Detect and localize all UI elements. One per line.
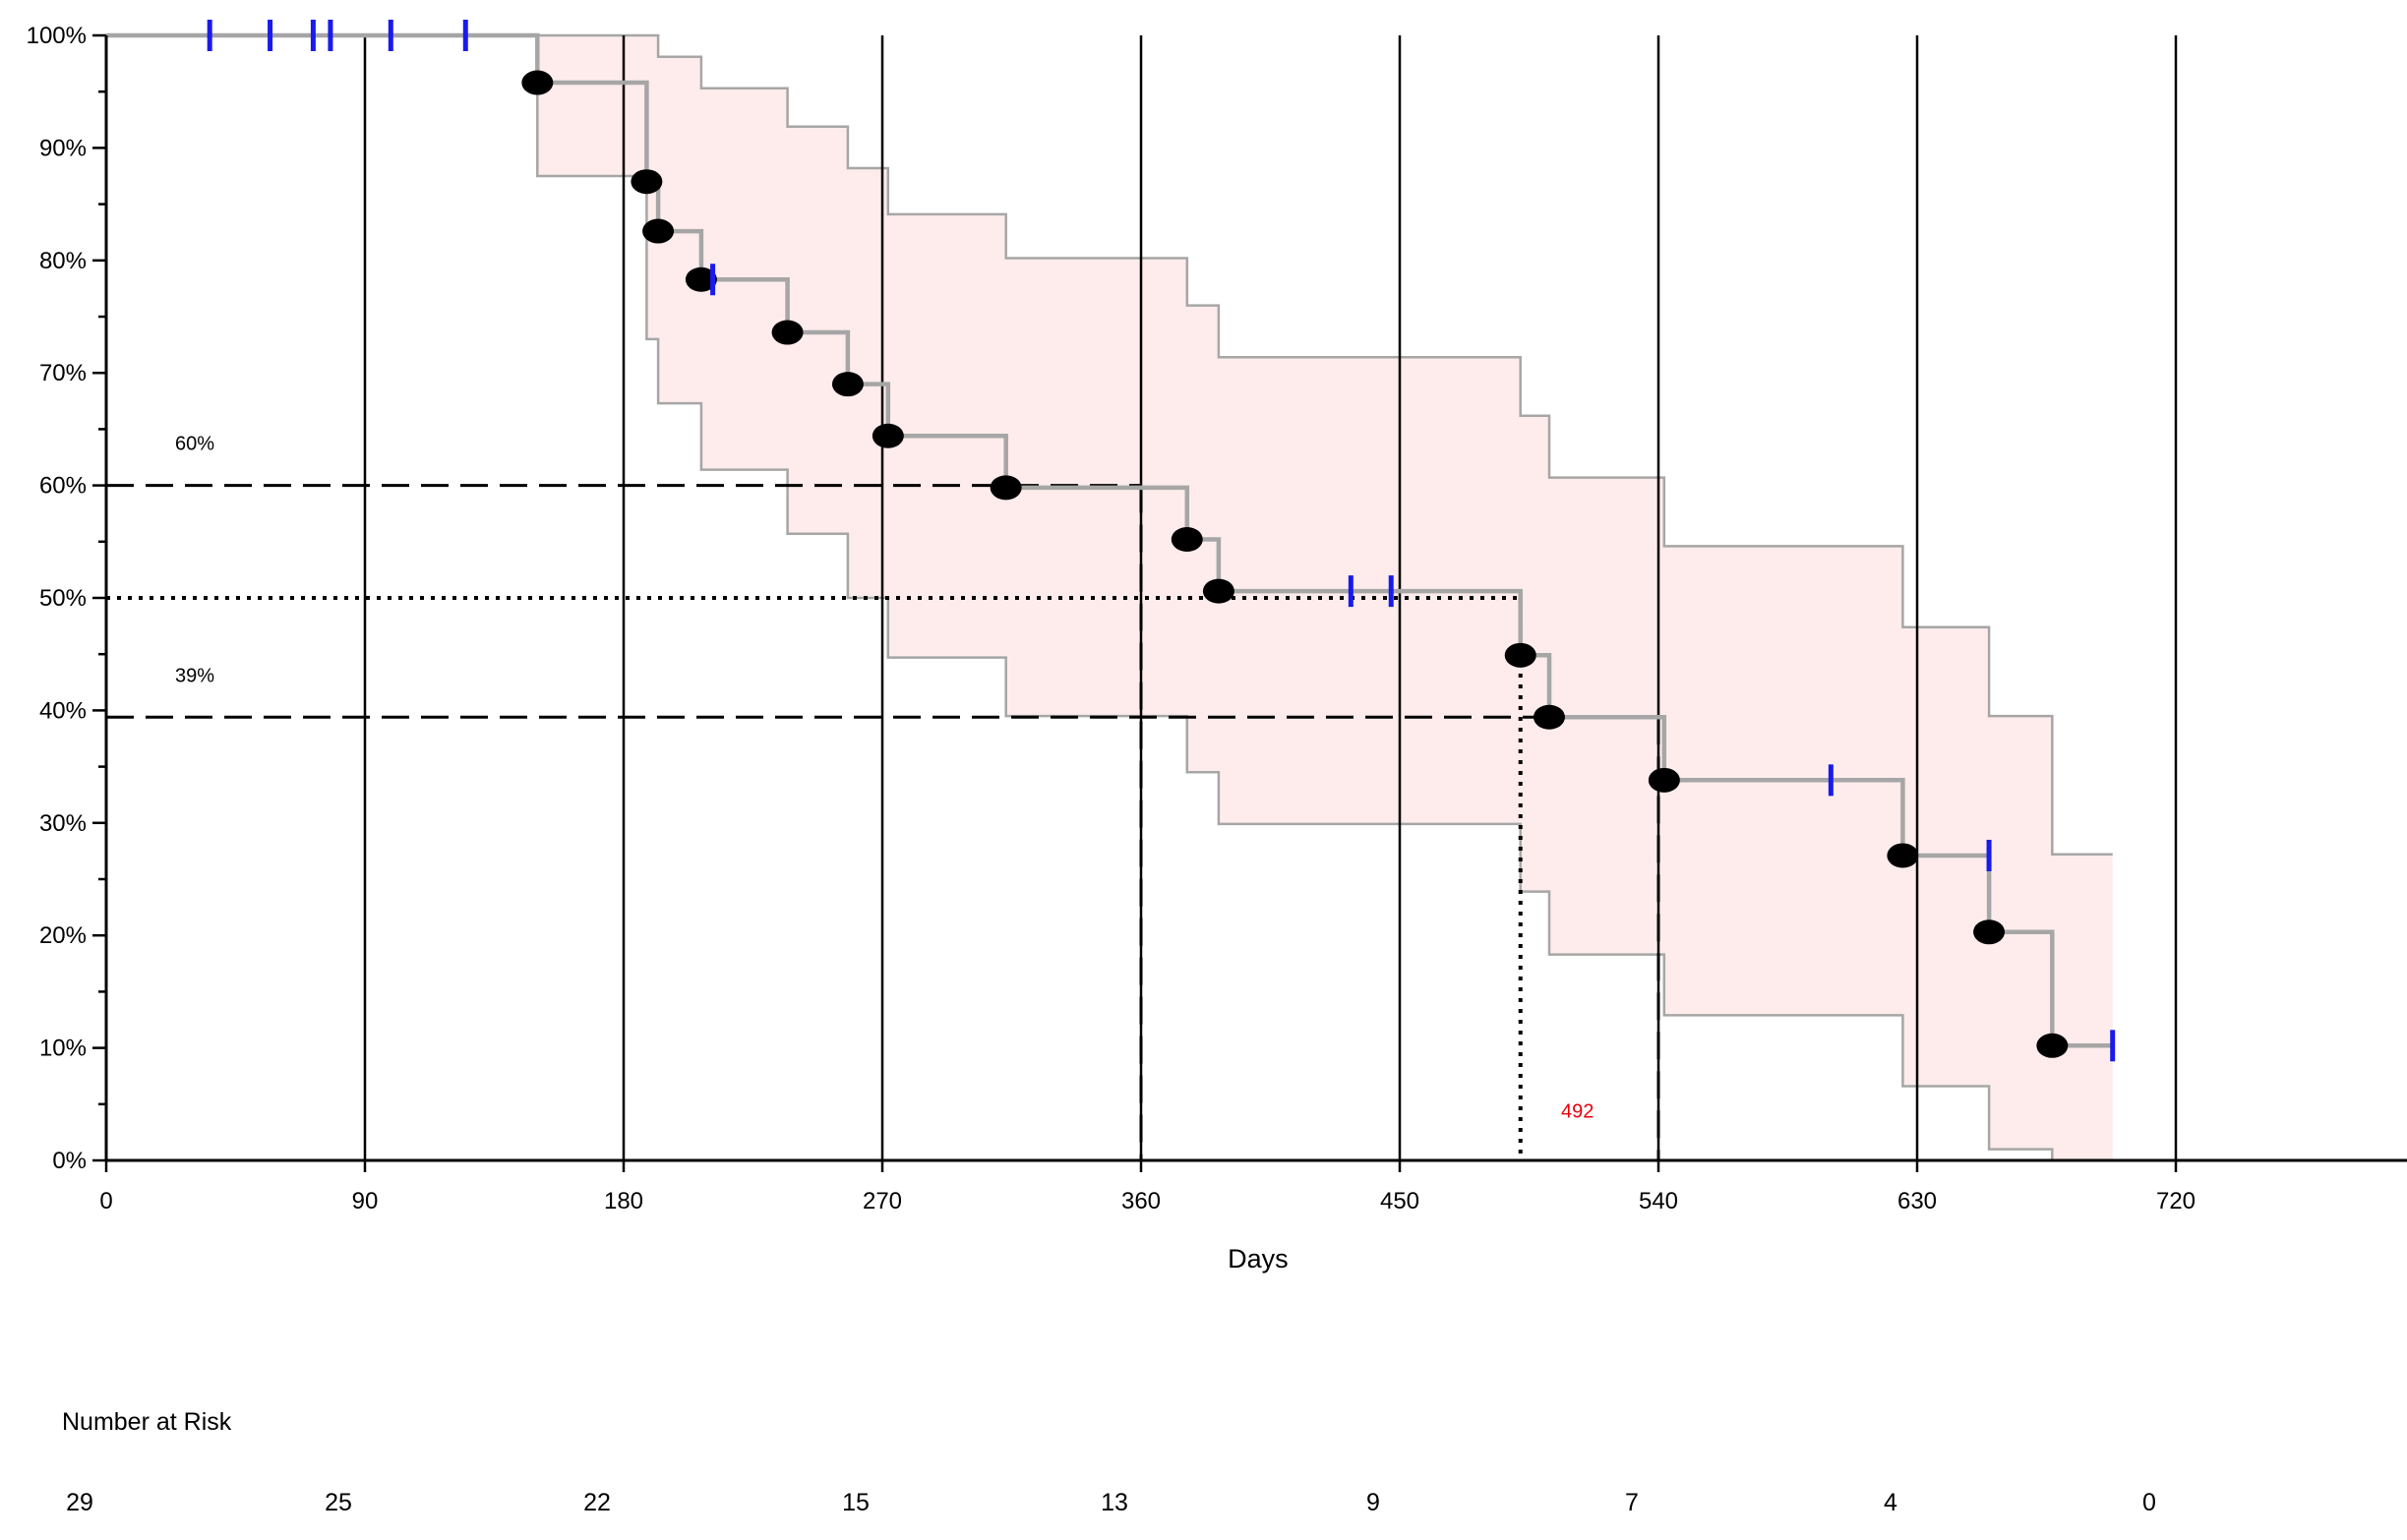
ci-band-fill — [537, 35, 2113, 1160]
y-tick-label-40: 40% — [39, 697, 87, 724]
event-marker-16 — [2036, 1033, 2069, 1058]
risk-count-0: 29 — [66, 1489, 93, 1516]
event-marker-4 — [685, 267, 717, 292]
event-marker-14 — [1887, 843, 1919, 868]
event-marker-1 — [521, 70, 554, 95]
gridlines — [363, 35, 2178, 1160]
y-tick-label-0: 0% — [52, 1148, 87, 1174]
risk-count-360: 13 — [1101, 1489, 1128, 1516]
confidence-band — [106, 33, 2113, 1162]
y-tick-label-70: 70% — [39, 360, 87, 386]
event-marker-13 — [1648, 767, 1680, 793]
y-tick-label-10: 10% — [39, 1036, 87, 1062]
risk-count-180: 22 — [583, 1489, 611, 1516]
x-tick-label-180: 180 — [604, 1188, 643, 1214]
y-tick-label-100: 100% — [27, 23, 87, 49]
curve-markers — [207, 20, 2116, 1062]
event-marker-3 — [642, 218, 675, 244]
reference-lines — [106, 484, 1660, 1160]
y-tick-label-90: 90% — [39, 135, 87, 161]
y-tick-label-80: 80% — [39, 248, 87, 274]
axes: 0% 10% 20% 30% 40% 50% 60% 70% 80% 90% 100% 0 90 180 2… — [27, 23, 2407, 1273]
event-marker-6 — [831, 372, 864, 397]
reference-label-3: 39% — [175, 665, 214, 686]
event-marker-7 — [872, 423, 904, 448]
x-tick-label-0: 0 — [99, 1188, 112, 1214]
reference-label-1: 60% — [175, 434, 214, 455]
x-tick-label-90: 90 — [352, 1188, 379, 1214]
survival-curve — [106, 32, 2113, 1048]
event-marker-9 — [1171, 527, 1203, 553]
event-marker-8 — [990, 475, 1022, 501]
ci-upper-edge — [106, 33, 2113, 857]
risk-count-450: 9 — [1366, 1489, 1380, 1516]
x-tick-label-720: 720 — [2156, 1188, 2196, 1214]
event-marker-2 — [631, 169, 663, 195]
x-tick-label-360: 360 — [1121, 1188, 1161, 1214]
y-tick-label-50: 50% — [39, 585, 87, 612]
median-annotation: 492 — [1561, 1101, 1594, 1123]
y-tick-label-20: 20% — [39, 922, 87, 949]
annotation-labels: 60% 39% 492 — [175, 434, 1594, 1123]
risk-count-720: 0 — [2142, 1489, 2156, 1516]
risk-count-630: 4 — [1884, 1489, 1897, 1516]
event-marker-12 — [1533, 704, 1565, 730]
event-marker-11 — [1504, 642, 1536, 668]
x-tick-label-450: 450 — [1380, 1188, 1419, 1214]
risk-count-540: 7 — [1625, 1489, 1639, 1516]
y-tick-label-60: 60% — [39, 473, 87, 500]
event-marker-10 — [1202, 578, 1234, 604]
risk-table-title: Number at Risk — [62, 1408, 232, 1436]
event-marker-15 — [1973, 919, 2006, 945]
risk-count-270: 15 — [842, 1489, 870, 1516]
survival-step-line — [106, 32, 2113, 1048]
event-marker-5 — [771, 320, 804, 345]
x-tick-label-630: 630 — [1897, 1188, 1937, 1214]
risk-count-90: 25 — [325, 1489, 352, 1516]
x-tick-label-540: 540 — [1639, 1188, 1678, 1214]
y-tick-label-30: 30% — [39, 810, 87, 837]
risk-table-row: 29 25 22 15 13 9 7 4 0 — [0, 1489, 2407, 1522]
x-axis-title: Days — [1228, 1244, 1289, 1273]
x-tick-label-270: 270 — [863, 1188, 902, 1214]
